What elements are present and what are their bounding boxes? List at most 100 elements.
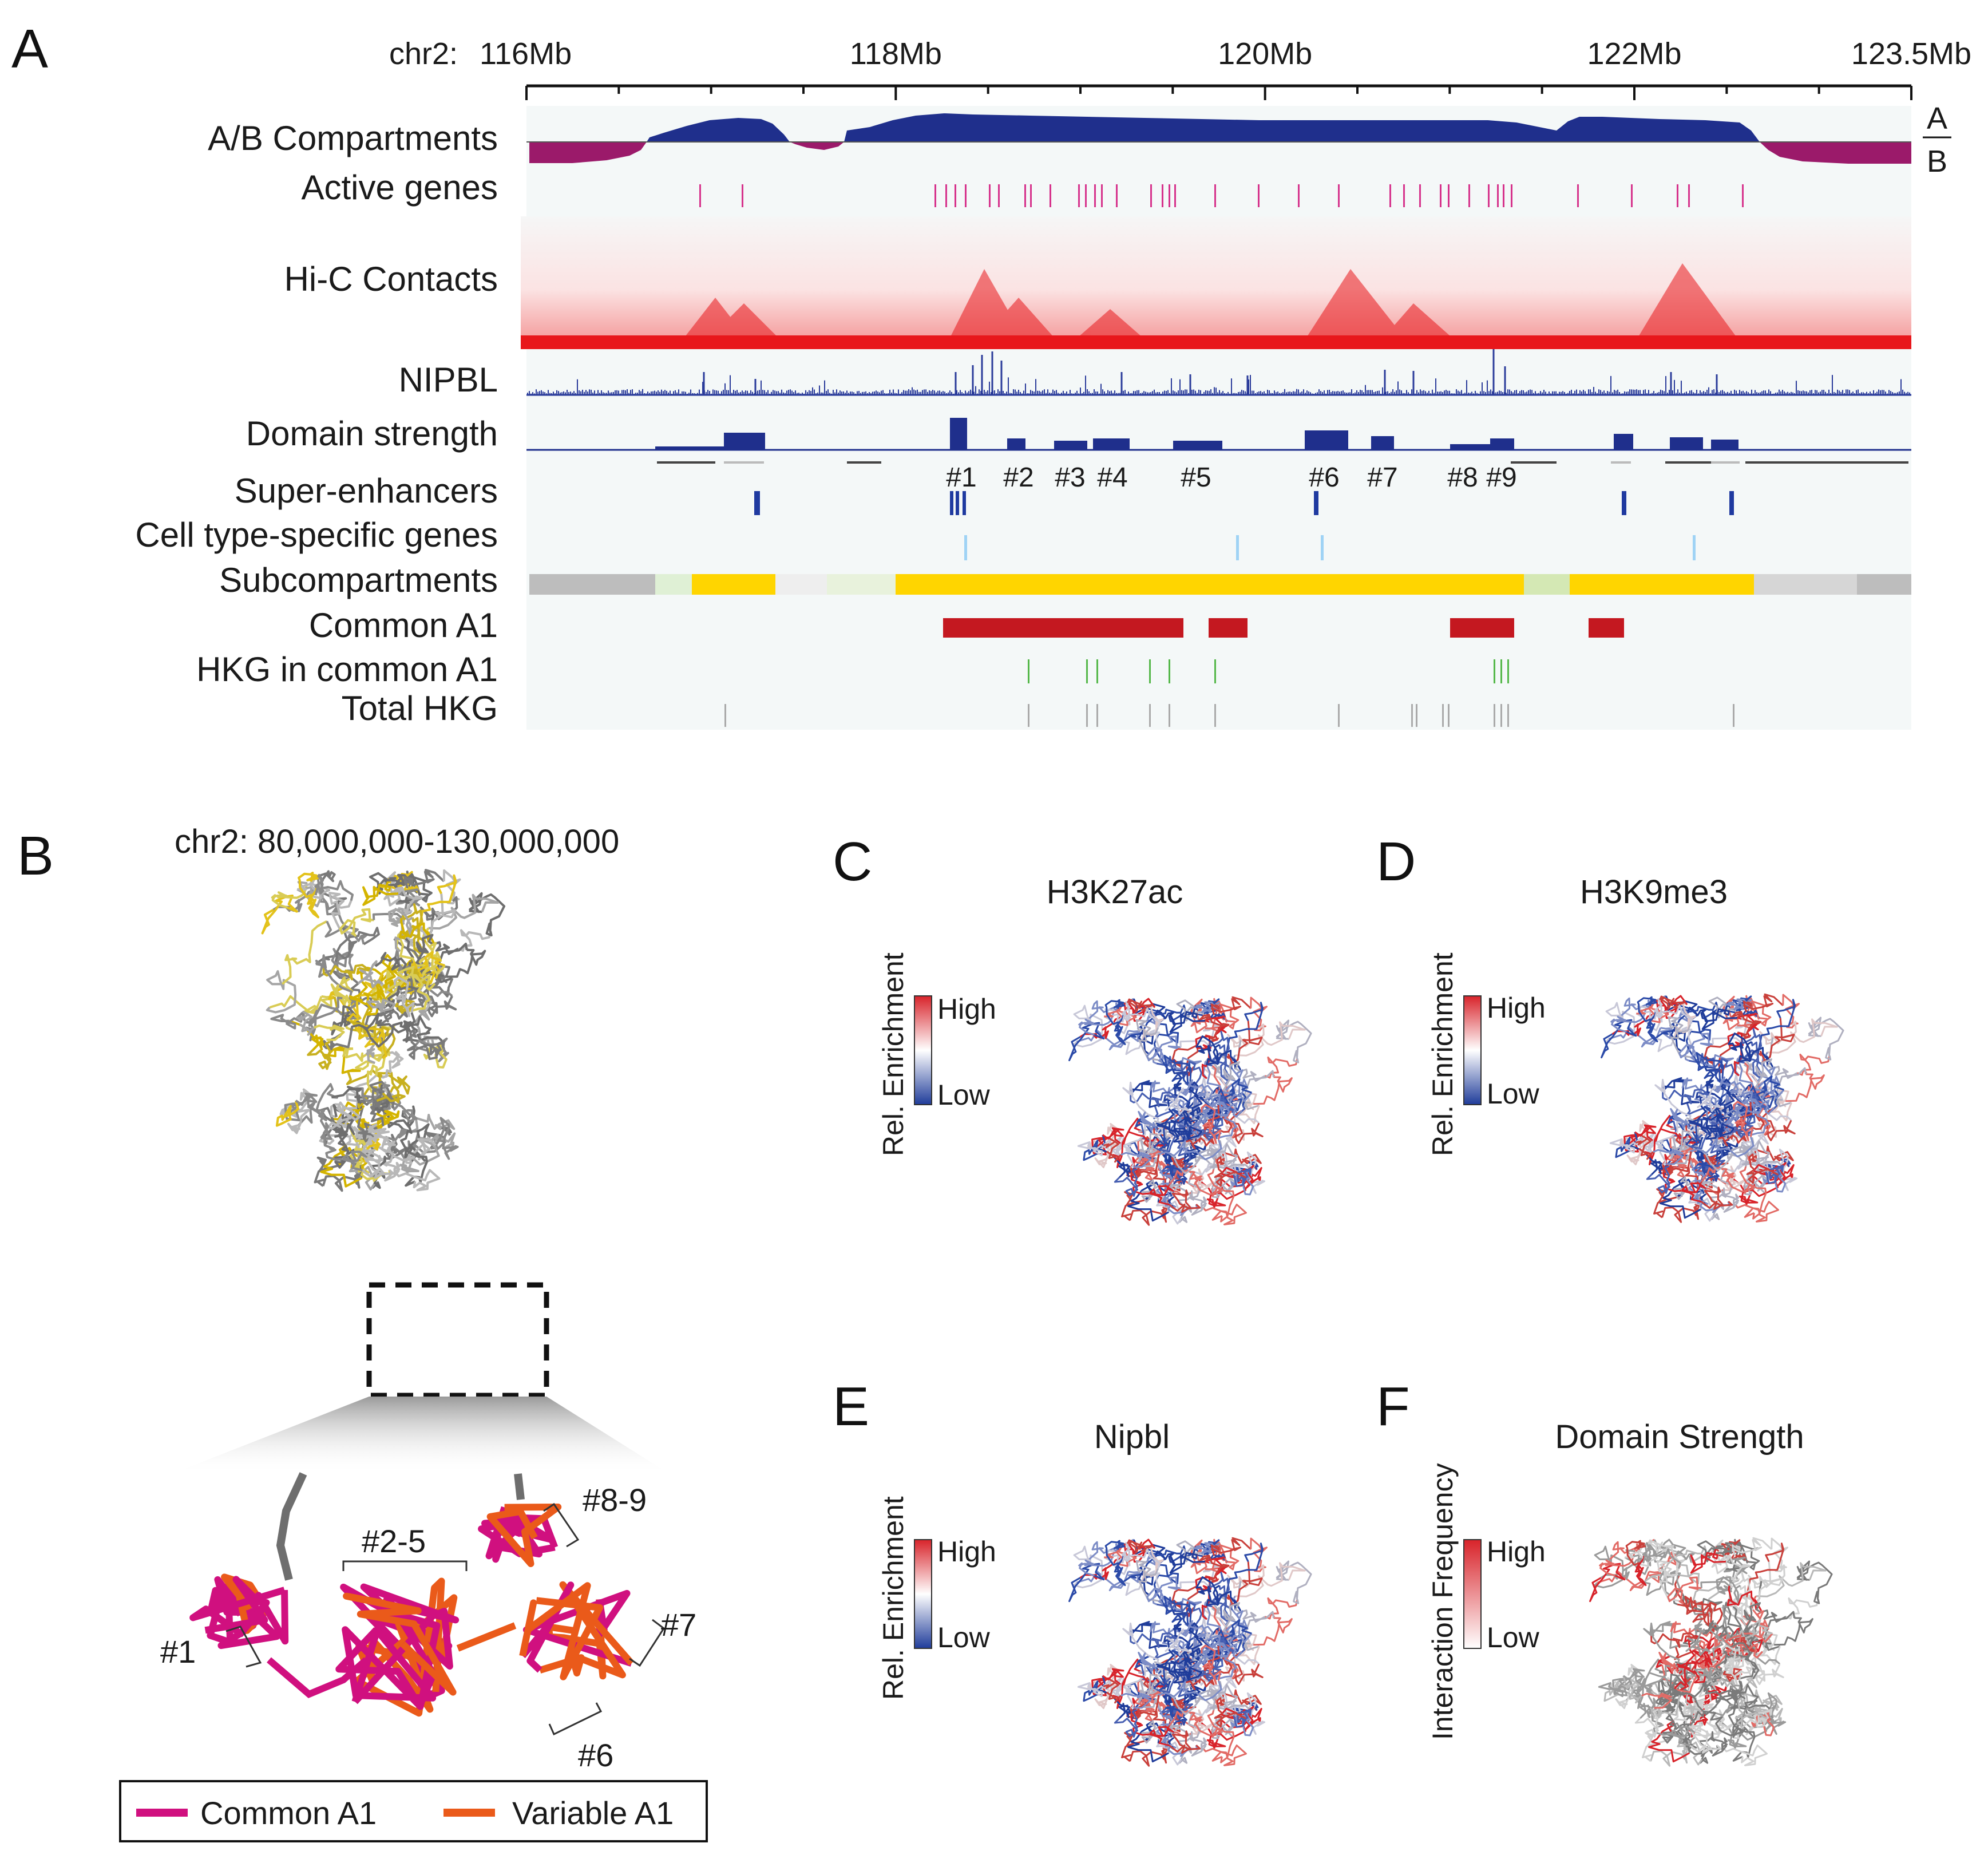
colorbar-e-label: Rel. Enrichment	[877, 1496, 909, 1700]
polymer-segment	[1728, 1033, 1752, 1062]
polymer-segment	[1677, 1639, 1706, 1684]
chrom-label: chr2:	[389, 37, 458, 71]
active-gene-tick	[1174, 184, 1176, 207]
panel-f: F Domain Strength High Low Interaction F…	[1376, 1376, 1833, 1767]
polymer-segment	[1202, 1127, 1222, 1141]
polymer-segment	[378, 995, 411, 1023]
track-label-ab: A/B Compartments	[208, 119, 498, 157]
ab-legend-a: A	[1927, 101, 1947, 136]
polymer-segment	[1218, 1148, 1262, 1170]
colorbar-d-low: Low	[1487, 1078, 1540, 1110]
active-gene-tick	[1078, 184, 1080, 207]
active-gene-tick	[1742, 184, 1744, 207]
polymer-segment	[1177, 1663, 1191, 1702]
polymer-segment	[1235, 1021, 1306, 1057]
polymer-segment	[1687, 1155, 1709, 1206]
hkg-common-a1-track	[1028, 659, 1509, 683]
polymer-segment	[1195, 1035, 1220, 1065]
active-gene-tick	[1338, 184, 1340, 207]
polymer-segment	[1068, 1022, 1105, 1062]
polymer-segment	[315, 954, 361, 1010]
polymer-segment	[1231, 1122, 1264, 1144]
polymer-segment	[1153, 1575, 1194, 1635]
polymer-segment	[1135, 1560, 1159, 1602]
polymer-segment	[403, 869, 445, 888]
polymer-segment	[1658, 1651, 1679, 1674]
polymer-segment	[330, 983, 351, 1006]
polymer-segment	[1155, 1158, 1177, 1209]
polymer-segment	[1182, 1079, 1227, 1110]
active-gene-tick	[1448, 184, 1450, 207]
polymer-segment	[1124, 1539, 1154, 1554]
track-label-hic: Hi-C Contacts	[284, 260, 498, 298]
polymer-segment	[1736, 1090, 1775, 1115]
polymer-segment	[1157, 1140, 1222, 1161]
polymer-segment	[1207, 1104, 1242, 1133]
polymer-segment	[1610, 1007, 1648, 1033]
polymer-segment	[418, 874, 457, 930]
polymer-segment	[1709, 1622, 1744, 1660]
polymer-segment	[1731, 1537, 1772, 1556]
panel-letter-c: C	[833, 831, 872, 892]
colorbar-d	[1463, 995, 1482, 1105]
panel-c-title: H3K27ac	[1047, 873, 1183, 911]
colorbar-c	[914, 995, 932, 1105]
polymer-segment	[1743, 993, 1784, 1012]
polymer-segment	[1689, 1601, 1711, 1639]
polymer-segment	[342, 1150, 367, 1172]
polymer-segment	[1697, 1085, 1722, 1113]
panel-e: E Nipbl High Low Rel. Enrichment	[833, 1376, 1312, 1767]
polymer-segment	[362, 878, 398, 906]
polymer-segment	[1169, 1189, 1201, 1213]
polymer-segment	[1648, 1720, 1690, 1763]
zoom-strand	[520, 1581, 575, 1673]
polymer-segment	[314, 1025, 345, 1041]
polymer-segment	[334, 927, 358, 962]
polymer-segment	[1195, 1035, 1212, 1079]
polymer-segment	[1189, 1736, 1207, 1757]
polymer-segment	[410, 934, 434, 976]
polymer-segment	[1709, 1187, 1725, 1220]
polymer-segment	[1078, 1010, 1115, 1036]
polymer-segment	[1712, 1709, 1736, 1735]
polymer-segment	[1121, 1732, 1151, 1762]
polymer-segment	[1812, 1018, 1844, 1061]
zoom-box	[366, 1282, 549, 1398]
zoom-strand	[343, 1592, 457, 1696]
active-gene-tick	[998, 184, 1000, 207]
polymer-segment	[314, 1156, 344, 1187]
polymer-segment	[1167, 1170, 1201, 1199]
polymer-segment	[1209, 1571, 1230, 1601]
polymer-segment	[1745, 1542, 1785, 1598]
polymer-segment	[1681, 1182, 1706, 1203]
zoom-strand	[352, 1583, 460, 1704]
polymer-segment	[1121, 1191, 1151, 1221]
polymer-segment	[1743, 1561, 1784, 1608]
polymer-segment	[1155, 1699, 1177, 1750]
polymer-segment	[1599, 1551, 1636, 1577]
track-label-common-a1: Common A1	[309, 606, 498, 644]
active-gene-tick	[1688, 184, 1690, 207]
polymer-segment	[1725, 1634, 1763, 1659]
legend-label-common-a1: Common A1	[200, 1795, 377, 1831]
polymer-segment	[1130, 1632, 1178, 1648]
polymer-segment	[315, 927, 380, 965]
polymer-segment	[362, 1154, 394, 1179]
polymer-segment	[1068, 1563, 1105, 1603]
polymer-segment	[1785, 1073, 1825, 1102]
polymer-segment	[314, 873, 354, 901]
polymer-segment	[1646, 1165, 1670, 1194]
polymer-segment	[1774, 1617, 1813, 1646]
polymer-segment	[1701, 1186, 1733, 1210]
polymer-segment	[1637, 996, 1658, 1033]
polymer-segment	[298, 872, 319, 909]
polymer-segment	[1165, 1628, 1190, 1656]
polymer-segment	[1169, 1601, 1190, 1639]
polymer-segment	[1204, 1634, 1242, 1659]
colorbar-d-high: High	[1487, 992, 1546, 1024]
polymer-segment	[1673, 1588, 1723, 1611]
total-hkg-track	[724, 704, 1734, 727]
polymer-segment	[1235, 1562, 1306, 1597]
polymer-segment	[1130, 1091, 1178, 1108]
zoom-strand	[207, 1584, 243, 1646]
